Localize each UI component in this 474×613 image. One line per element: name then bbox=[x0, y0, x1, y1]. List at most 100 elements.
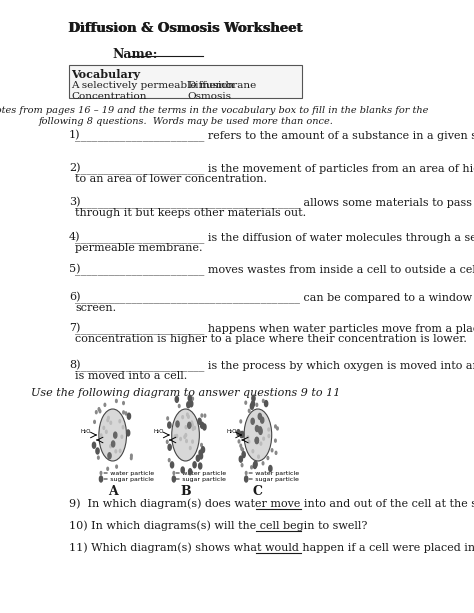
Text: through it but keeps other materials out.: through it but keeps other materials out… bbox=[75, 208, 307, 218]
Circle shape bbox=[191, 421, 192, 424]
Text: _______________________ refers to the amount of a substance in a given space.: _______________________ refers to the am… bbox=[75, 130, 474, 141]
Circle shape bbox=[245, 401, 246, 404]
Text: Dıffusıon & Osmosis Worksheet: Dıffusıon & Osmosis Worksheet bbox=[69, 22, 302, 35]
Circle shape bbox=[131, 454, 132, 457]
Circle shape bbox=[262, 462, 264, 465]
Text: _______________________ happens when water particles move from a place where the: _______________________ happens when wat… bbox=[75, 323, 474, 333]
Text: Vocabulary: Vocabulary bbox=[71, 69, 140, 80]
Circle shape bbox=[241, 432, 244, 438]
Circle shape bbox=[184, 435, 185, 438]
Circle shape bbox=[240, 432, 243, 438]
Circle shape bbox=[241, 447, 243, 450]
Text: H₂O: H₂O bbox=[226, 429, 237, 434]
Text: = water particle: = water particle bbox=[248, 471, 299, 476]
Text: C: C bbox=[253, 485, 263, 498]
Circle shape bbox=[106, 430, 107, 433]
Text: 4): 4) bbox=[69, 232, 81, 242]
Circle shape bbox=[121, 435, 123, 438]
Circle shape bbox=[100, 434, 102, 437]
Circle shape bbox=[188, 422, 191, 428]
Circle shape bbox=[252, 395, 255, 402]
Text: 9)  In which diagram(s) does water move into and out of the cell at the same rat: 9) In which diagram(s) does water move i… bbox=[69, 498, 474, 509]
Text: Use your notes from pages 16 – 19 and the terms in the vocabulary box to fill in: Use your notes from pages 16 – 19 and th… bbox=[0, 106, 429, 115]
Text: 1): 1) bbox=[69, 130, 81, 140]
Circle shape bbox=[240, 444, 242, 447]
Circle shape bbox=[254, 461, 257, 467]
Circle shape bbox=[189, 469, 192, 474]
Circle shape bbox=[268, 435, 270, 438]
Circle shape bbox=[176, 435, 178, 438]
Circle shape bbox=[268, 428, 270, 431]
Circle shape bbox=[185, 425, 187, 428]
Circle shape bbox=[190, 401, 193, 407]
Text: Name:: Name: bbox=[113, 48, 158, 61]
Circle shape bbox=[248, 440, 250, 443]
Circle shape bbox=[238, 440, 240, 443]
Circle shape bbox=[166, 440, 168, 443]
Circle shape bbox=[258, 455, 259, 458]
Text: 6): 6) bbox=[69, 292, 81, 302]
Circle shape bbox=[246, 471, 247, 474]
Text: H₂O: H₂O bbox=[154, 429, 164, 434]
Circle shape bbox=[248, 409, 250, 413]
Circle shape bbox=[201, 414, 203, 417]
Text: 3): 3) bbox=[69, 197, 81, 207]
Circle shape bbox=[167, 417, 168, 420]
Circle shape bbox=[256, 403, 258, 406]
Circle shape bbox=[123, 411, 124, 414]
Circle shape bbox=[103, 427, 105, 429]
Text: following 8 questions.  Words may be used more than once.: following 8 questions. Words may be used… bbox=[38, 117, 333, 126]
Circle shape bbox=[252, 450, 254, 453]
Text: H₂O: H₂O bbox=[81, 429, 91, 434]
Circle shape bbox=[244, 409, 272, 461]
Circle shape bbox=[92, 442, 96, 448]
Circle shape bbox=[261, 417, 264, 423]
Circle shape bbox=[172, 409, 200, 461]
Text: _______________________ moves wastes from inside a cell to outside a cell.: _______________________ moves wastes fro… bbox=[75, 264, 474, 275]
Circle shape bbox=[119, 420, 120, 423]
Circle shape bbox=[191, 424, 193, 427]
Circle shape bbox=[263, 437, 264, 440]
Circle shape bbox=[267, 457, 269, 460]
Circle shape bbox=[116, 465, 118, 468]
Circle shape bbox=[264, 401, 268, 406]
Circle shape bbox=[277, 427, 278, 430]
Circle shape bbox=[190, 446, 191, 449]
Circle shape bbox=[200, 453, 202, 459]
Circle shape bbox=[237, 430, 240, 436]
Circle shape bbox=[174, 435, 176, 438]
Circle shape bbox=[251, 401, 255, 407]
Text: ________________________________________ can be compared to a window: ________________________________________… bbox=[75, 292, 473, 303]
Text: Concentration: Concentration bbox=[71, 92, 147, 101]
Circle shape bbox=[242, 452, 245, 458]
Text: = water particle: = water particle bbox=[175, 471, 227, 476]
Text: B: B bbox=[180, 485, 191, 498]
Circle shape bbox=[251, 418, 254, 424]
Circle shape bbox=[168, 422, 171, 428]
Circle shape bbox=[173, 471, 174, 474]
Circle shape bbox=[128, 413, 130, 419]
Circle shape bbox=[100, 471, 102, 474]
Circle shape bbox=[98, 408, 100, 411]
Text: _______________________ is the process by which oxygen is moved into and carbon : _______________________ is the process b… bbox=[75, 360, 474, 371]
Circle shape bbox=[258, 413, 262, 419]
Circle shape bbox=[178, 405, 180, 408]
Circle shape bbox=[171, 462, 173, 468]
Circle shape bbox=[182, 416, 183, 419]
Circle shape bbox=[168, 444, 171, 451]
Circle shape bbox=[198, 418, 201, 424]
Circle shape bbox=[258, 427, 262, 433]
Text: _______________________ is the diffusion of water molecules through a selectivel: _______________________ is the diffusion… bbox=[75, 232, 474, 243]
Circle shape bbox=[123, 402, 124, 405]
Circle shape bbox=[204, 414, 206, 417]
Text: 8): 8) bbox=[69, 360, 81, 370]
Text: permeable membrane.: permeable membrane. bbox=[75, 243, 203, 253]
Circle shape bbox=[188, 415, 189, 418]
Circle shape bbox=[186, 440, 187, 443]
Circle shape bbox=[203, 424, 206, 430]
Circle shape bbox=[114, 432, 117, 438]
Circle shape bbox=[199, 450, 202, 456]
Text: = sugar particle: = sugar particle bbox=[102, 476, 154, 481]
Text: = sugar particle: = sugar particle bbox=[248, 476, 299, 481]
Circle shape bbox=[192, 440, 193, 443]
